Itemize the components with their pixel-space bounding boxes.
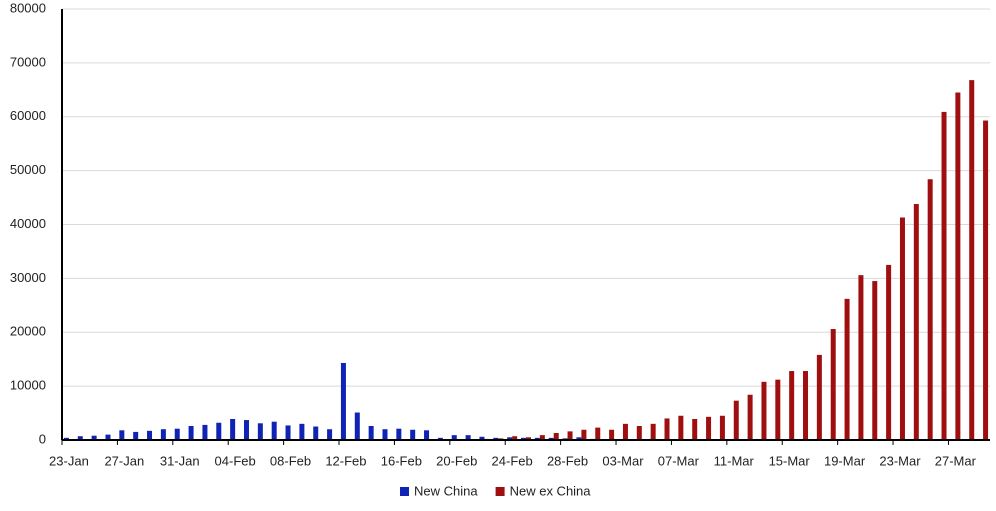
y-tick-label: 50000: [10, 162, 46, 177]
bar: [720, 416, 725, 440]
x-tick-label: 15-Mar: [769, 453, 811, 468]
bar: [734, 401, 739, 440]
bar: [678, 416, 683, 440]
y-tick-label: 10000: [10, 378, 46, 393]
x-tick-label: 23-Jan: [49, 453, 89, 468]
legend-swatch: [496, 487, 505, 496]
x-tick-label: 27-Mar: [935, 453, 977, 468]
bar: [623, 424, 628, 440]
bar: [761, 382, 766, 440]
y-tick-label: 80000: [10, 0, 46, 15]
x-tick-label: 12-Feb: [325, 453, 366, 468]
bar: [831, 329, 836, 440]
x-tick-label: 23-Mar: [879, 453, 921, 468]
x-tick-label: 28-Feb: [547, 453, 588, 468]
x-tick-label: 11-Mar: [714, 453, 755, 468]
legend-swatch: [400, 487, 409, 496]
bar: [327, 429, 332, 440]
bar: [637, 426, 642, 440]
x-tick-label: 16-Feb: [381, 453, 422, 468]
legend-label: New China: [414, 483, 478, 498]
y-tick-label: 20000: [10, 324, 46, 339]
bar: [568, 431, 573, 440]
bar: [775, 380, 780, 440]
bar: [554, 433, 559, 440]
bar: [272, 422, 277, 440]
bar: [665, 418, 670, 440]
bar: [382, 429, 387, 440]
bar: [803, 371, 808, 440]
bar: [244, 420, 249, 440]
x-tick-label: 24-Feb: [492, 453, 533, 468]
bar: [396, 429, 401, 440]
x-tick-label: 04-Feb: [215, 453, 256, 468]
bar: [789, 371, 794, 440]
y-tick-label: 0: [39, 431, 46, 446]
bar: [900, 217, 905, 440]
bar: [341, 363, 346, 440]
bar: [119, 430, 124, 440]
bar: [286, 425, 291, 440]
bar: [651, 424, 656, 440]
bar: [609, 430, 614, 440]
y-tick-label: 70000: [10, 54, 46, 69]
x-tick-label: 27-Jan: [104, 453, 144, 468]
bar: [189, 426, 194, 440]
bar: [858, 275, 863, 440]
bar: [230, 419, 235, 440]
bar: [299, 424, 304, 440]
bar: [161, 429, 166, 440]
bar: [175, 429, 180, 440]
bar: [581, 430, 586, 440]
bar: [983, 121, 988, 440]
bar: [133, 432, 138, 440]
bar: [928, 179, 933, 440]
bar: [258, 423, 263, 440]
bar: [369, 426, 374, 440]
x-tick-label: 19-Mar: [824, 453, 866, 468]
bar: [706, 417, 711, 440]
bar: [845, 299, 850, 440]
x-tick-label: 07-Mar: [658, 453, 700, 468]
bar: [202, 425, 207, 440]
bar: [886, 265, 891, 440]
bar: [147, 431, 152, 440]
legend-label: New ex China: [510, 483, 592, 498]
bar: [410, 430, 415, 440]
bar: [692, 419, 697, 440]
bar: [817, 355, 822, 440]
x-tick-label: 08-Feb: [270, 453, 311, 468]
bar: [942, 112, 947, 440]
bar: [424, 430, 429, 440]
bar: [595, 428, 600, 440]
y-tick-label: 40000: [10, 216, 46, 231]
bar: [872, 281, 877, 440]
bar: [313, 427, 318, 440]
bar: [914, 204, 919, 440]
bar: [748, 395, 753, 440]
bar: [969, 80, 974, 440]
x-tick-label: 31-Jan: [160, 453, 200, 468]
y-tick-label: 60000: [10, 108, 46, 123]
x-tick-label: 03-Mar: [602, 453, 644, 468]
bar: [355, 413, 360, 440]
y-tick-label: 30000: [10, 270, 46, 285]
bar: [216, 423, 221, 440]
x-tick-label: 20-Feb: [436, 453, 477, 468]
bar: [955, 93, 960, 440]
